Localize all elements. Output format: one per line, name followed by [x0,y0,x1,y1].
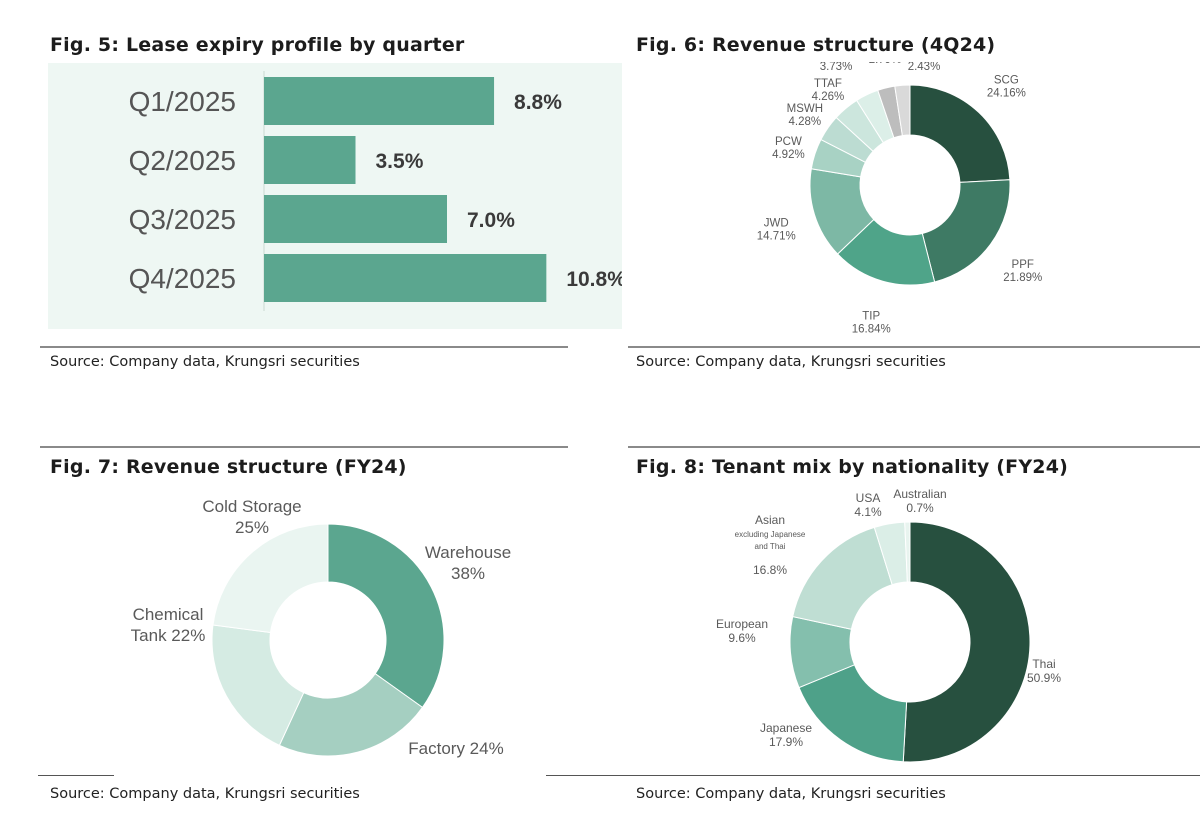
fig8-divider [546,775,1200,776]
fig5-bar [264,77,495,125]
fig5-bar [264,195,447,243]
fig8-slice [902,521,1031,763]
fig5-value-label: 3.5% [376,150,424,173]
fig8-slice-value: 0.7% [906,501,934,515]
fig6-title: Fig. 6: Revenue structure (4Q24) [636,34,996,56]
fig5-divider [40,346,568,348]
fig5-value-label: 7.0% [467,209,515,232]
fig7-slice-label: Warehouse [425,543,511,562]
fig7-title: Fig. 7: Revenue structure (FY24) [50,456,407,478]
fig8-slice-sublabel: and Thai [755,542,786,551]
fig6-slice-label: PPF [1012,259,1034,271]
fig8-slice-label: USA [856,491,881,505]
fig7-divider [38,775,114,776]
fig8-top-rule [628,446,1200,448]
fig8-slice [792,526,893,630]
fig5-category-label: Q4/2025 [129,263,236,294]
fig5-title: Fig. 5: Lease expiry profile by quarter [50,34,465,56]
fig5-value-label: 10.8% [566,268,622,291]
fig6-slice-value: 21.89% [1003,272,1042,284]
fig7-slice [327,523,445,709]
fig6-slice [921,179,1011,283]
fig8-title: Fig. 8: Tenant mix by nationality (FY24) [636,456,1069,478]
fig6-slice-value: 24.16% [987,87,1026,99]
fig6-divider [628,346,1200,348]
fig7-slice-label: 38% [451,564,485,583]
fig7-top-rule [40,446,568,448]
fig8-slice-value: 17.9% [769,735,803,749]
fig6-slice [894,84,911,137]
fig6-slice-value: 4.92% [772,149,805,161]
fig8-slice-value: 4.1% [854,505,882,519]
fig5-source: Source: Company data, Krungsri securitie… [50,354,360,370]
fig6-slice-label: MSWH [787,103,823,115]
fig8-slice-value: 16.8% [753,563,787,577]
fig6-slice-value: 3.73% [820,62,853,73]
fig6-slice-label: SCG [994,74,1019,86]
fig8-slice-sublabel: excluding Japanese [735,530,806,539]
fig6-slice-value: 2.43% [908,62,941,73]
fig8-source: Source: Company data, Krungsri securitie… [636,786,946,802]
fig7-slice-label: 25% [235,518,269,537]
fig7-slice [212,523,329,634]
fig5-bar [264,136,356,184]
fig7-slice-label: Chemical [133,605,204,624]
fig7-slice-label: Cold Storage [202,497,301,516]
fig8-slice [904,521,911,583]
fig6-slice-value: 4.28% [789,116,822,128]
fig8-slice-label: Asian [755,513,785,527]
fig8-slice-label: Australian [893,487,946,501]
fig6-slice-value: 14.71% [757,230,796,242]
fig8-slice-value: 50.9% [1027,671,1061,685]
fig5-bar [264,254,547,302]
fig5-category-label: Q1/2025 [129,86,236,117]
fig5-bar-chart: Q1/2025 8.8% Q2/2025 3.5% Q3/2025 7.0% Q4/2025… [48,63,622,329]
fig5-category-label: Q2/2025 [129,145,236,176]
fig7-slice-label: Factory 24% [408,739,503,758]
fig6-slice-value: 4.26% [812,91,845,103]
fig8-slice-label: European [716,617,768,631]
fig6-donut-chart: SCG24.16%PPF21.89%TIP16.84%JWD14.71%PCW4… [757,62,1043,336]
fig6-slice-label: TTAF [814,78,842,90]
fig7-slice [211,624,305,746]
fig6-slice [909,84,1011,183]
fig6-source: Source: Company data, Krungsri securitie… [636,354,946,370]
fig6-slice-label: TIP [862,311,880,323]
fig7-source: Source: Company data, Krungsri securitie… [50,786,360,802]
fig6-slice-value: 2.79% [869,62,902,66]
fig6-slice-label: JWD [764,217,789,229]
fig8-slice-label: Japanese [760,721,812,735]
fig6-slice-label: PCW [775,136,802,148]
fig8-slice-value: 9.6% [728,631,756,645]
fig5-category-label: Q3/2025 [129,204,236,235]
fig6-slice-value: 16.84% [852,324,891,336]
fig8-slice-label: Thai [1032,657,1055,671]
fig7-slice-label: Tank 22% [131,626,206,645]
fig7-donut-chart: Warehouse 38% Factory 24% Chemical Tank 22% C… [131,497,511,758]
fig5-value-label: 8.8% [514,91,562,114]
fig7-slice [278,672,424,757]
